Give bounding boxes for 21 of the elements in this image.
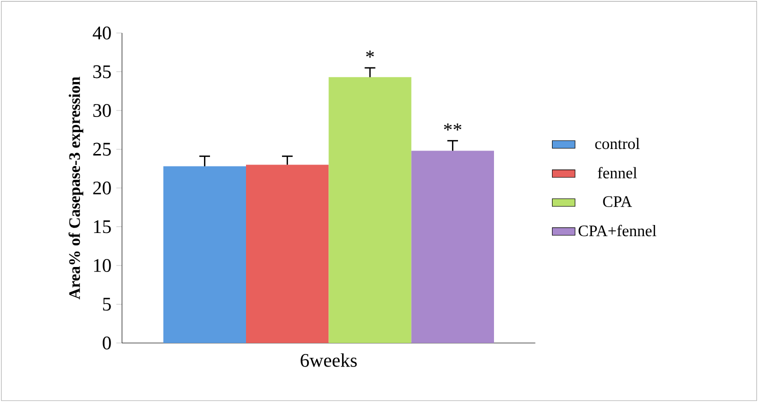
- y-tick-label: 20: [93, 182, 111, 194]
- x-tick-label: 6weeks: [300, 353, 357, 367]
- y-tick-label: 10: [94, 259, 111, 272]
- bar: [246, 164, 329, 343]
- legend-label: fennel: [598, 166, 637, 178]
- bar: [328, 77, 412, 343]
- data-label: *: [366, 50, 374, 58]
- y-tick-label: 5: [103, 298, 111, 311]
- y-tick-label: 30: [93, 104, 111, 117]
- legend-label: control: [595, 138, 640, 150]
- y-axis-title: Area% of Casepase-3 expression: [68, 76, 84, 300]
- y-tick-label: 40: [92, 26, 111, 40]
- bar: [411, 150, 494, 343]
- y-tick-label: 25: [93, 142, 111, 156]
- legend-label: CPA: [603, 196, 632, 207]
- y-tick-label: 35: [93, 65, 111, 78]
- y-tick-label: 0: [102, 336, 111, 350]
- y-tick-label: 15: [94, 220, 111, 234]
- legend-label: CPA+fennel: [578, 224, 656, 236]
- bar: [163, 166, 246, 343]
- data-label: **: [444, 123, 462, 130]
